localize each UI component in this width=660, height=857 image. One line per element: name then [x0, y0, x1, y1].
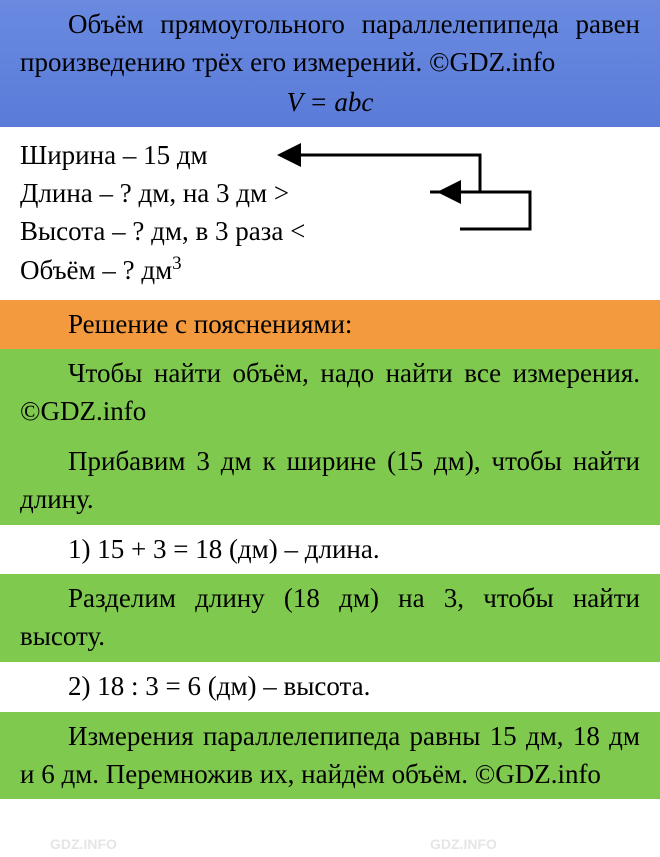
step2-action: Разделим длину (18 дм) на 3, что­бы найт… [0, 574, 660, 662]
step1-action: Прибавим 3 дм к ширине (15 дм), чтобы на… [0, 437, 660, 525]
given-block: Ширина – 15 дм Длина – ? дм, на 3 дм > В… [0, 127, 660, 299]
theorem-text: Объём прямоугольного параллеле­пипеда ра… [20, 6, 640, 82]
given-length: Длина – ? дм, на 3 дм > [20, 175, 640, 213]
step3-explain: Измерения параллелепипеда рав­ны 15 дм, … [0, 712, 660, 800]
step1-calc: 1) 15 + 3 = 18 (дм) – длина. [0, 525, 660, 575]
step2-calc: 2) 18 : 3 = 6 (дм) – высота. [0, 662, 660, 712]
solution-header: Решение с пояснениями: [0, 300, 660, 350]
watermark: GDZ.INFO [430, 835, 497, 855]
given-volume: Объём – ? дм3 [20, 251, 640, 290]
theorem-formula: V = abc [20, 84, 640, 122]
given-width: Ширина – 15 дм [20, 137, 640, 175]
watermark: GDZ.INFO [50, 835, 117, 855]
step1-explain: Чтобы найти объём, надо найти все измере… [0, 349, 660, 437]
given-height: Высота – ? дм, в 3 раза < [20, 213, 640, 251]
theorem-block: Объём прямоугольного параллеле­пипеда ра… [0, 0, 660, 127]
